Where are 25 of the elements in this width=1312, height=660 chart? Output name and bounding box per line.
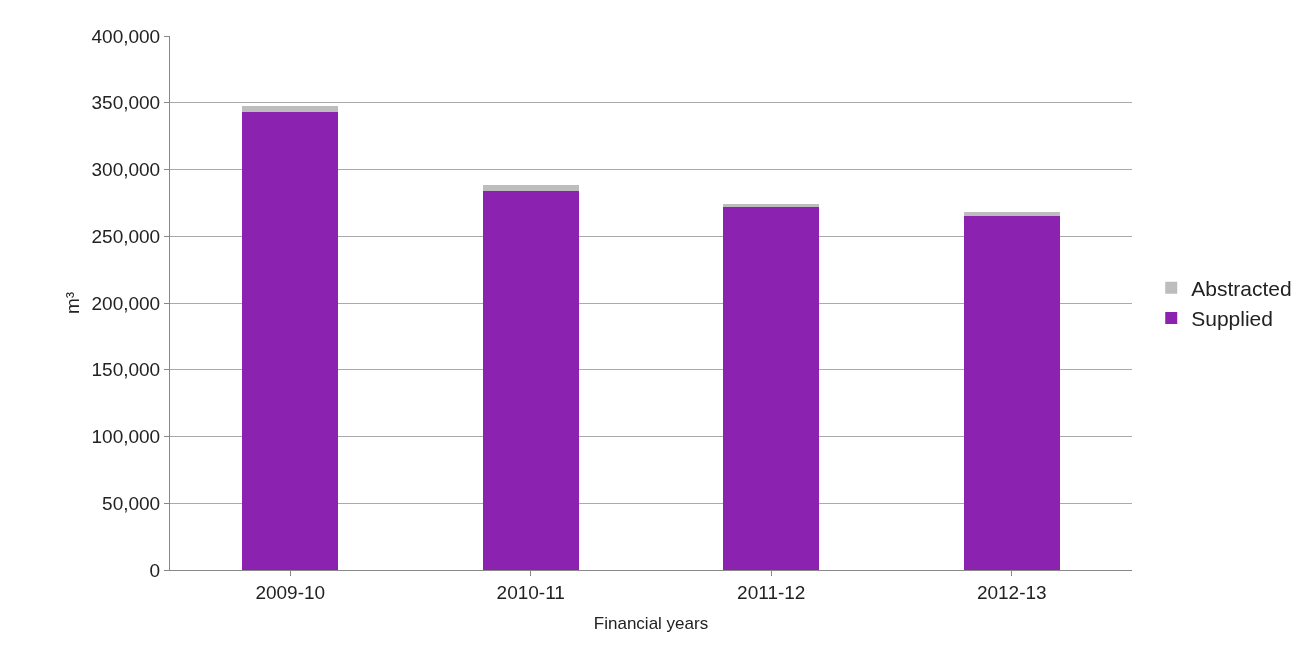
bar xyxy=(723,206,820,570)
bar xyxy=(963,215,1060,570)
y-tick-label: 250,000 xyxy=(91,225,161,247)
bar xyxy=(723,204,820,207)
y-axis-title: m³ xyxy=(62,291,84,315)
bar xyxy=(963,211,1060,216)
x-tick-label: 2010-11 xyxy=(496,581,565,603)
y-tick-label: 100,000 xyxy=(91,426,161,448)
legend-label: Abstracted xyxy=(1191,276,1292,300)
y-tick-label: 400,000 xyxy=(91,25,161,47)
y-tick-label: 200,000 xyxy=(91,292,161,314)
y-tick-label: 350,000 xyxy=(91,92,161,114)
bar xyxy=(482,190,579,570)
y-tick-label: 150,000 xyxy=(91,359,161,381)
x-tick-label: 2011-12 xyxy=(737,581,806,603)
y-tick-label: 50,000 xyxy=(102,492,161,514)
x-tick-label: 2009-10 xyxy=(255,581,326,603)
bar xyxy=(242,106,339,113)
legend-label: Supplied xyxy=(1191,307,1273,331)
y-tick-label: 0 xyxy=(149,559,161,581)
bar xyxy=(482,184,579,191)
x-axis-title: Financial years xyxy=(593,614,709,634)
x-tick-label: 2012-13 xyxy=(976,581,1047,603)
bar xyxy=(242,112,339,570)
y-tick-label: 300,000 xyxy=(91,159,161,181)
